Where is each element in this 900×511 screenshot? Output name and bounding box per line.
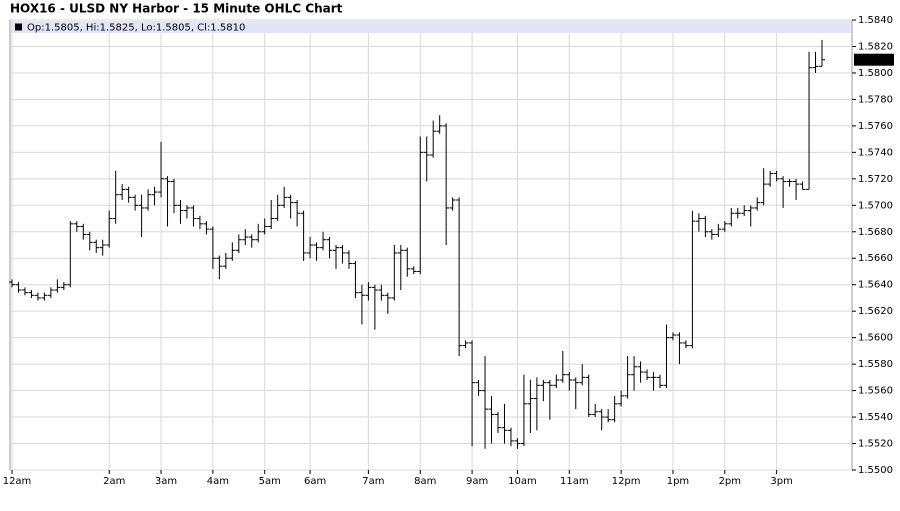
y-tick-label: 1.5840 [858,15,893,26]
plot-area [9,19,853,471]
x-tick-label: 10am [508,476,537,487]
y-tick-label: 1.5800 [858,68,893,79]
last-price-box [854,53,894,66]
y-tick-label: 1.5660 [858,253,893,264]
y-tick-label: 1.5740 [858,147,893,158]
y-tick-label: 1.5540 [858,412,893,423]
y-tick-label: 1.5820 [858,41,893,52]
x-tick-label: 9am [466,476,488,487]
x-tick-label: 3pm [770,476,792,487]
x-tick-label: 3am [155,476,177,487]
last-price-label: 1.5810 [857,55,892,66]
legend-swatch [15,23,22,31]
x-tick-label: 7am [362,476,384,487]
y-tick-label: 1.5580 [858,359,893,370]
legend-band [11,21,851,33]
y-tick-label: 1.5500 [858,465,893,476]
y-tick-label: 1.5680 [858,227,893,238]
y-tick-label: 1.5620 [858,306,893,317]
ohlc-legend: Op:1.5805, Hi:1.5825, Lo:1.5805, Cl:1.58… [27,23,245,34]
x-tick-label: 5am [259,476,281,487]
y-tick-label: 1.5640 [858,280,893,291]
x-tick-label: 2pm [719,476,741,487]
x-tick-label: 6am [304,476,326,487]
y-tick-label: 1.5780 [858,94,893,105]
x-tick-label: 2am [103,476,125,487]
y-tick-label: 1.5760 [858,121,893,132]
chart-title: HOX16 - ULSD NY Harbor - 15 Minute OHLC … [10,2,343,16]
y-tick-label: 1.5720 [858,174,893,185]
y-tick-label: 1.5700 [858,200,893,211]
x-tick-label: 4am [207,476,229,487]
x-tick-label: 11am [560,476,589,487]
y-tick-label: 1.5560 [858,386,893,397]
x-tick-label: 8am [414,476,436,487]
x-tick-label: 12am [3,476,32,487]
x-tick-label: 1pm [667,476,689,487]
x-tick-label: 12pm [612,476,641,487]
y-tick-label: 1.5600 [858,333,893,344]
y-tick-label: 1.5520 [858,439,893,450]
